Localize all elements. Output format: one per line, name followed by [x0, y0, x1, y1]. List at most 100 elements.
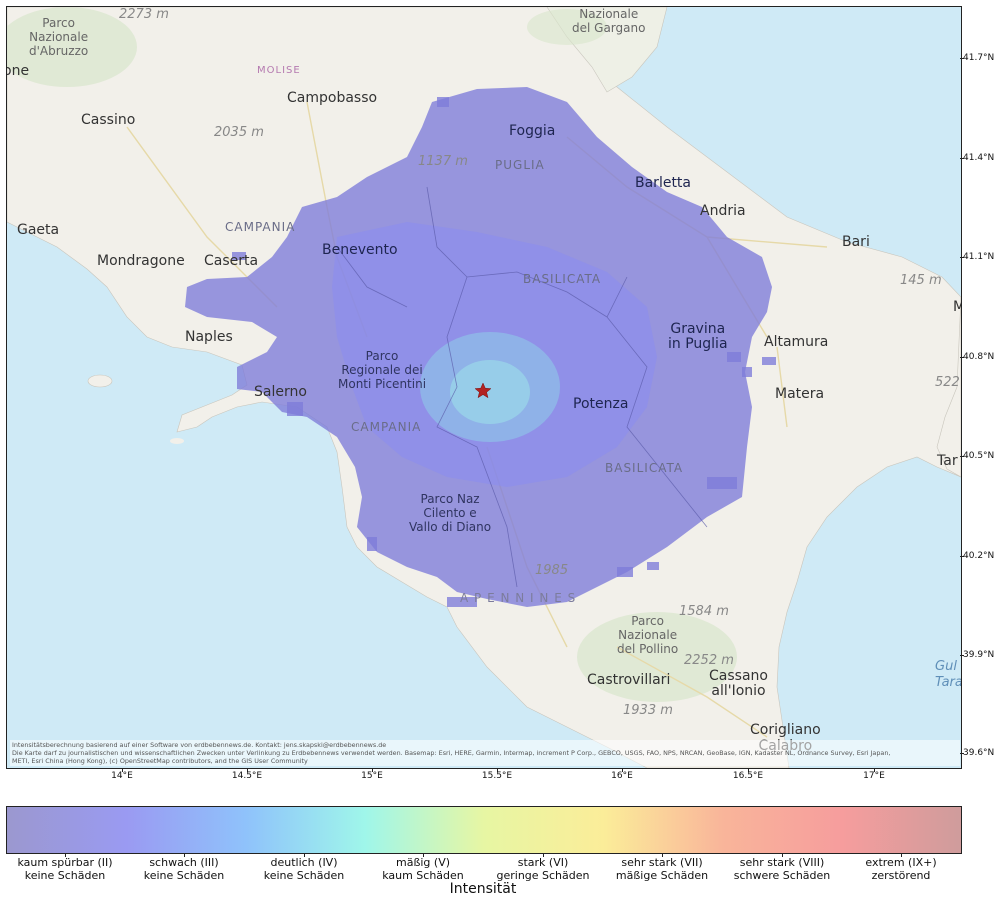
colorbar-class-label: sehr stark (VIII) schwere Schäden	[722, 856, 842, 882]
lon-tick-label: 15.5°E	[481, 771, 513, 781]
label-city-gaeta: Gaeta	[17, 222, 60, 238]
label-parco-abruzzo: Parco Nazionale d'Abruzzo	[29, 16, 89, 58]
intensity-class-name: extrem (IX+)	[865, 856, 937, 869]
intensity-class-damage: geringe Schäden	[496, 869, 590, 882]
intensity-class-name: sehr stark (VII)	[621, 856, 703, 869]
colorbar-tick	[543, 853, 544, 857]
intensity-class-name: stark (VI)	[517, 856, 569, 869]
label-city-benevento: Benevento	[322, 242, 398, 258]
lat-tick-label: 41.1°N	[963, 252, 995, 262]
colorbar-class-label: sehr stark (VII) mäßige Schäden	[602, 856, 722, 882]
label-elevation: 1137 m	[418, 154, 468, 169]
island-small	[170, 438, 184, 444]
label-city-caserta: Caserta	[204, 253, 259, 269]
label-city-foggia: Foggia	[509, 123, 556, 139]
label-city-one: one	[7, 63, 30, 79]
lat-tick	[960, 58, 964, 59]
lat-tick	[960, 357, 964, 358]
label-parco-picentini: Parco Regionale dei Monti Picentini	[338, 349, 427, 391]
park-gargano	[527, 9, 607, 45]
label-city-castrovillari: Castrovillari	[587, 672, 671, 688]
label-city-cassino: Cassino	[81, 112, 136, 128]
label-city-matera: Matera	[775, 386, 825, 402]
label-elevation: 145 m	[900, 273, 942, 288]
lon-tick-label: 17°E	[863, 771, 885, 781]
colorbar-class-label: schwach (III) keine Schäden	[124, 856, 244, 882]
label-edge-m: M	[953, 299, 961, 315]
colorbar-class-label: extrem (IX+) zerstörend	[841, 856, 961, 882]
intensity-class-damage: keine Schäden	[24, 869, 106, 882]
intensity-colorbar	[6, 806, 962, 854]
label-elevation: 1933 m	[623, 703, 673, 718]
label-city-gravina: Gravina in Puglia	[668, 321, 728, 352]
intensity-class-damage: mäßige Schäden	[615, 869, 709, 882]
label-city-salerno: Salerno	[254, 384, 307, 400]
park-abruzzo	[7, 7, 137, 87]
lat-tick	[960, 556, 964, 557]
attribution-line: METI, Esri China (Hong Kong), (c) OpenSt…	[12, 757, 308, 765]
region-boundaries	[336, 186, 708, 588]
label-city-mondragone: Mondragone	[97, 253, 185, 269]
lat-tick-label: 41.7°N	[963, 53, 995, 63]
label-city-altamura: Altamura	[764, 334, 829, 350]
colorbar-class-label: stark (VI) geringe Schäden	[483, 856, 603, 882]
label-region-basilicata: BASILICATA	[605, 461, 684, 475]
label-parco-pollino: Parco Nazionale del Pollino	[617, 614, 679, 656]
colorbar-tick	[304, 853, 305, 857]
label-elevation: 1584 m	[679, 604, 729, 619]
lat-tick	[960, 456, 964, 457]
lat-tick-label: 40.8°N	[963, 352, 995, 362]
intensity-class-name: schwach (III)	[149, 856, 219, 869]
lon-tick-label: 15°E	[361, 771, 383, 781]
lat-tick-label: 40.5°N	[963, 451, 995, 461]
label-city-cassano: Cassano all'Ionio	[709, 668, 768, 699]
label-region-campania: CAMPANIA	[225, 220, 296, 234]
colorbar-class-label: mäßig (V) kaum Schäden	[363, 856, 483, 882]
label-region-molise: MOLISE	[257, 65, 301, 76]
label-golfo-taranto: Gul Tara	[935, 659, 962, 690]
intensity-edge-cells	[232, 97, 776, 607]
colorbar-tick	[65, 853, 66, 857]
lon-tick-label: 14°E	[111, 771, 133, 781]
lon-tick-label: 16°E	[611, 771, 633, 781]
lat-tick	[960, 158, 964, 159]
land-salento	[936, 296, 961, 478]
label-region-puglia: PUGLIA	[495, 158, 545, 172]
map-view[interactable]: Parco Nazionale d'Abruzzo 2273 m one MOL…	[6, 6, 962, 769]
lon-tick-label: 14.5°E	[231, 771, 263, 781]
intensity-zone-IV-core	[450, 360, 530, 424]
lon-tick	[497, 768, 498, 772]
island-capri	[87, 374, 113, 388]
lon-tick	[748, 768, 749, 772]
intensity-class-damage: keine Schäden	[263, 869, 345, 882]
label-city-naples: Naples	[185, 329, 233, 345]
lat-tick-label: 41.4°N	[963, 153, 995, 163]
park-pollino	[577, 612, 737, 702]
label-elevation: 1985	[535, 563, 569, 578]
lon-tick	[122, 768, 123, 772]
label-city-potenza: Potenza	[573, 396, 629, 412]
label-elevation: 522	[935, 375, 960, 390]
label-region-basilicata: BASILICATA	[523, 272, 602, 286]
colorbar-tick	[901, 853, 902, 857]
label-city-campobasso: Campobasso	[287, 90, 378, 106]
intensity-class-damage: kaum Schäden	[382, 869, 464, 882]
colorbar-class-label: deutlich (IV) keine Schäden	[244, 856, 364, 882]
lat-tick	[960, 257, 964, 258]
lon-tick	[247, 768, 248, 772]
label-parco-gargano: Nazionale del Gargano	[572, 7, 646, 35]
lat-tick	[960, 655, 964, 656]
colorbar-tick	[782, 853, 783, 857]
intensity-class-name: kaum spürbar (II)	[17, 856, 113, 869]
attribution-line: Die Karte darf zu journalistischen und w…	[12, 749, 891, 757]
lon-tick	[622, 768, 623, 772]
intensity-class-damage: schwere Schäden	[733, 869, 831, 882]
lon-tick-label: 16.5°E	[732, 771, 764, 781]
colorbar-tick	[423, 853, 424, 857]
intensity-class-name: mäßig (V)	[395, 856, 451, 869]
basemap	[7, 7, 961, 768]
lat-tick-label: 40.2°N	[963, 551, 995, 561]
lon-tick	[372, 768, 373, 772]
label-elevation: 2035 m	[214, 125, 264, 140]
label-elevation: 2273 m	[119, 7, 169, 22]
